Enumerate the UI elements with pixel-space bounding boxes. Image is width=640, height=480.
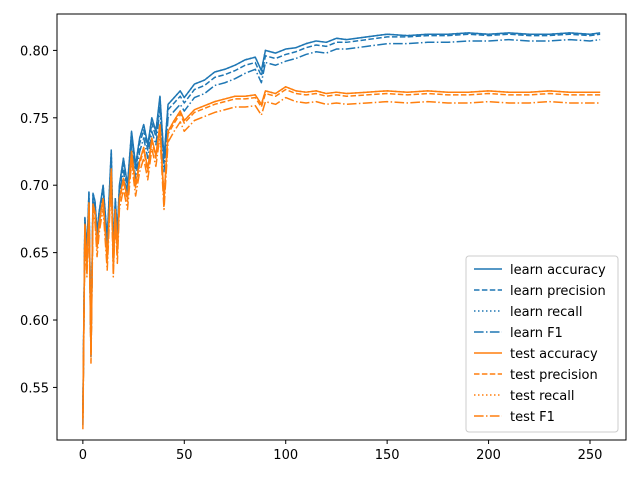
- legend-label: learn recall: [510, 305, 582, 320]
- legend-label: test accuracy: [510, 347, 598, 362]
- x-tick-label: 150: [375, 448, 400, 463]
- axes-layer: 0 50 100 150 200 250 0.55 0.60 0.65 0.70 0.75 0.80: [20, 44, 602, 463]
- legend-label: test precision: [510, 368, 598, 383]
- series-line-test-recall: [82, 86, 601, 419]
- legend: learn accuracy learn precision learn recal…: [465, 255, 619, 433]
- y-tick-label: 0.75: [20, 112, 49, 127]
- legend-label: test recall: [510, 389, 575, 404]
- y-tick-label: 0.80: [20, 44, 49, 59]
- x-tick-label: 100: [273, 448, 298, 463]
- x-tick-label: 0: [79, 448, 87, 463]
- x-tick-label: 200: [476, 448, 501, 463]
- legend-label: test F1: [510, 410, 555, 425]
- y-tick-label: 0.65: [20, 247, 49, 262]
- legend-label: learn precision: [510, 284, 606, 299]
- x-tick-label: 50: [176, 448, 193, 463]
- legend-label: learn accuracy: [510, 263, 606, 278]
- y-tick-label: 0.55: [20, 381, 49, 396]
- plot-frame: [56, 13, 627, 441]
- legend-box: [465, 255, 619, 433]
- series-layer: [82, 32, 601, 430]
- x-tick-label: 250: [578, 448, 603, 463]
- y-tick-label: 0.70: [20, 179, 49, 194]
- y-tick-label: 0.60: [20, 314, 49, 329]
- series-line-learn-precision: [82, 33, 601, 416]
- series-line-test-f1: [82, 96, 601, 430]
- legend-label: learn F1: [510, 326, 563, 341]
